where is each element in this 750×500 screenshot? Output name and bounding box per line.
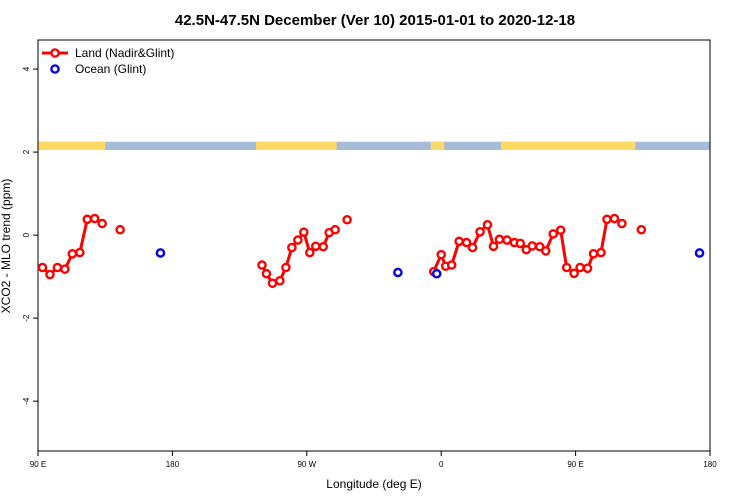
plot-frame xyxy=(37,39,711,452)
ocean-point xyxy=(431,268,442,279)
land-point xyxy=(37,262,48,273)
y-tick-label: -2 xyxy=(22,314,31,322)
land-point xyxy=(293,235,303,245)
land-point xyxy=(588,249,599,259)
land-point xyxy=(342,214,352,225)
ocean-band xyxy=(38,141,710,151)
land-point xyxy=(482,219,493,230)
chart-title: 42.5N-47.5N December (Ver 10) 2015-01-01… xyxy=(175,12,575,29)
land-point xyxy=(318,241,329,252)
land-series xyxy=(37,213,647,289)
land-band-segment xyxy=(500,141,636,151)
land-point xyxy=(555,225,566,235)
x-tick-label: 180 xyxy=(166,460,180,469)
x-tick-label: 90 E xyxy=(567,460,583,469)
land-ocean-band xyxy=(38,141,710,151)
y-axis: -4 -2 0 2 4 xyxy=(22,66,38,405)
land-band-segment xyxy=(256,141,337,151)
legend: Land (Nadir&Glint) Ocean (Glint) xyxy=(42,46,174,76)
ocean-point xyxy=(694,248,705,258)
land-point xyxy=(287,242,297,253)
y-tick-label: 2 xyxy=(22,149,31,154)
land-band-segment xyxy=(38,141,106,151)
legend-land-marker xyxy=(50,48,60,58)
legend-land-label: Land (Nadir&Glint) xyxy=(75,46,174,60)
x-tick-label: 0 xyxy=(439,460,444,469)
y-axis-label: XCO2 - MLO trend (ppm) xyxy=(0,179,13,314)
legend-ocean-label: Ocean (Glint) xyxy=(75,62,146,76)
land-point xyxy=(527,241,538,251)
land-point xyxy=(115,224,125,235)
land-point xyxy=(515,238,526,249)
y-tick-label: 0 xyxy=(22,232,31,237)
land-point xyxy=(609,213,620,224)
land-point xyxy=(461,237,472,248)
land-point xyxy=(636,224,647,235)
land-point xyxy=(488,241,499,252)
ocean-series xyxy=(155,248,705,279)
land-point xyxy=(304,247,315,258)
land-series-line xyxy=(41,217,104,277)
land-point xyxy=(299,227,309,238)
land-point xyxy=(275,275,285,286)
x-tick-label: 90 E xyxy=(30,460,46,469)
land-band-segment xyxy=(430,141,445,151)
land-point xyxy=(467,242,478,253)
land-point xyxy=(330,224,340,235)
x-tick-label: 90 W xyxy=(297,460,316,469)
ocean-point xyxy=(155,248,166,258)
land-point xyxy=(617,218,627,229)
land-point xyxy=(454,236,464,247)
x-tick-label: 180 xyxy=(703,460,717,469)
x-axis-label: Longitude (deg E) xyxy=(326,477,421,491)
land-point xyxy=(582,263,593,274)
land-point xyxy=(89,213,100,224)
land-point xyxy=(446,260,457,270)
legend-ocean-marker xyxy=(50,64,60,74)
land-point xyxy=(257,260,267,270)
land-point xyxy=(569,268,579,279)
ocean-point xyxy=(393,267,403,278)
land-point xyxy=(310,241,321,252)
land-point xyxy=(45,269,55,280)
land-point xyxy=(502,235,512,245)
land-point xyxy=(281,262,291,273)
land-point xyxy=(494,234,505,245)
land-point xyxy=(267,278,278,289)
land-point xyxy=(602,214,612,225)
land-point xyxy=(97,218,108,229)
land-point xyxy=(596,247,606,258)
land-point xyxy=(67,249,78,259)
land-point xyxy=(82,214,93,225)
land-point xyxy=(436,249,447,260)
y-tick-label: 4 xyxy=(22,66,31,71)
land-point xyxy=(561,262,572,273)
land-point xyxy=(575,262,585,273)
land-point xyxy=(52,262,63,273)
land-point xyxy=(75,247,85,258)
y-tick-label: -4 xyxy=(22,397,31,405)
land-point xyxy=(261,268,272,279)
land-point xyxy=(475,226,485,237)
land-point xyxy=(60,264,70,274)
land-point xyxy=(540,246,551,256)
land-point xyxy=(548,229,559,239)
x-axis: 90 E 180 90 W 0 90 E 180 xyxy=(30,451,717,469)
